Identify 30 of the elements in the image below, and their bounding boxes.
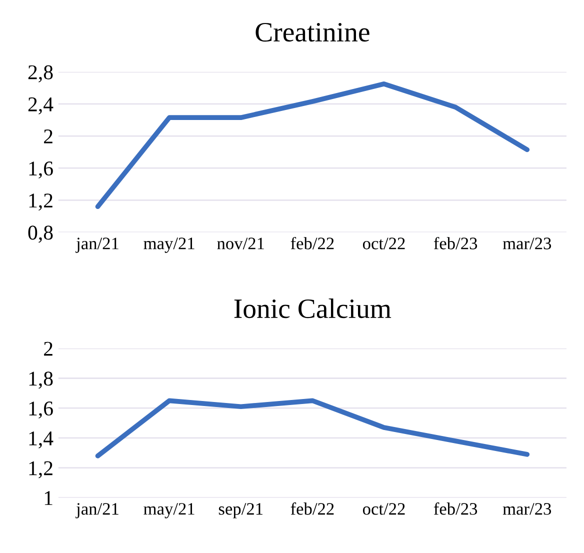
y-tick-label: 1,2 <box>29 194 52 211</box>
x-tick-label: oct/22 <box>362 503 405 515</box>
x-tick-label: feb/23 <box>434 502 478 515</box>
line-series <box>95 81 530 210</box>
x-tick-label: jan/21 <box>76 503 118 518</box>
y-tick-label: 0,8 <box>28 226 53 243</box>
x-tick-label: mar/23 <box>502 503 552 515</box>
y-tick-label: 2 <box>44 342 52 356</box>
y-tick-label: 1,6 <box>29 162 53 179</box>
y-tick-label: 1,8 <box>29 372 53 389</box>
y-tick-label: 2,8 <box>28 65 53 82</box>
x-tick-label: jan/21 <box>76 238 118 253</box>
x-tick-label: feb/22 <box>290 502 334 515</box>
x-tick-label: feb/23 <box>434 236 478 250</box>
x-tick-label: may/21 <box>144 503 194 518</box>
chart-title: Ionic Calcium <box>234 298 392 318</box>
y-tick-label: 2,4 <box>28 97 54 114</box>
x-tick-label: feb/22 <box>290 236 334 250</box>
y-tick-label: 1,4 <box>29 431 54 448</box>
chart-title: Creatinine <box>256 22 370 42</box>
x-tick-label: oct/22 <box>362 238 405 250</box>
x-tick-label: nov/21 <box>217 238 264 250</box>
y-tick-label: 1,6 <box>29 402 53 419</box>
x-tick-label: may/21 <box>144 238 194 253</box>
x-tick-label: sep/21 <box>218 503 262 518</box>
y-tick-label: 1 <box>44 491 52 505</box>
line-series <box>95 398 530 458</box>
y-tick-label: 2 <box>44 129 52 144</box>
y-tick-label: 1,2 <box>29 461 52 478</box>
x-tick-label: mar/23 <box>502 238 552 250</box>
